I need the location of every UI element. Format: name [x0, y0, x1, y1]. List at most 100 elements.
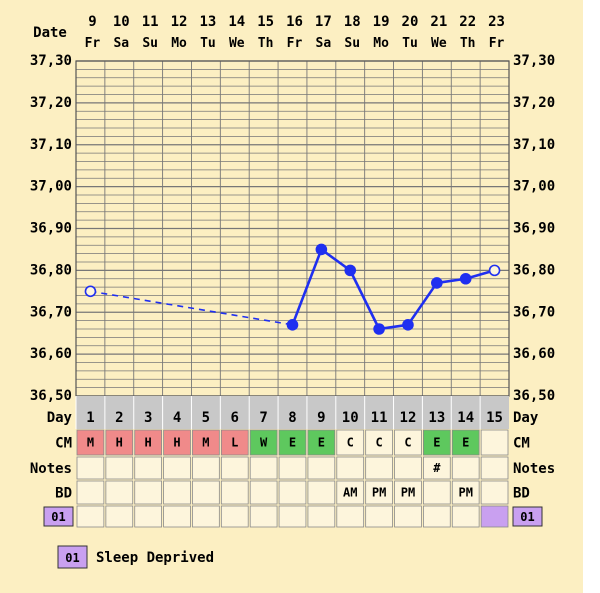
code-cell[interactable]	[105, 505, 134, 528]
y-tick-label-left: 36,90	[30, 221, 72, 237]
data-point[interactable]	[459, 272, 472, 285]
code-cell[interactable]	[192, 505, 220, 528]
cm-cell[interactable]	[220, 429, 249, 456]
bd-cell[interactable]	[192, 480, 220, 505]
date-tick-label: 16	[286, 14, 303, 30]
series-line	[320, 248, 351, 272]
code-cell[interactable]	[480, 505, 509, 528]
code-cell[interactable]	[336, 505, 365, 528]
bd-cell[interactable]	[163, 480, 191, 505]
day-label-left: Day	[47, 410, 73, 426]
code-box-right-text: 01	[520, 510, 534, 524]
notes-cell[interactable]	[105, 456, 134, 480]
bd-cell[interactable]	[451, 480, 480, 505]
weekday-tick-label: Sa	[113, 36, 129, 51]
series-line	[349, 269, 381, 330]
notes-cell[interactable]	[422, 456, 451, 480]
data-point[interactable]	[431, 277, 443, 289]
weekday-tick-label: Tu	[402, 36, 418, 51]
cm-cell[interactable]	[105, 429, 134, 456]
notes-cell[interactable]	[278, 456, 307, 480]
weekday-tick-label: Th	[460, 36, 476, 51]
day-number: 7	[259, 410, 267, 426]
cm-cell[interactable]	[134, 429, 163, 456]
notes-cell[interactable]	[336, 456, 365, 480]
bd-cell[interactable]	[422, 480, 451, 505]
temperature-chart: Date9Fr10Sa11Su12Mo13Tu14We15Th16Fr17Sa1…	[30, 14, 555, 569]
bd-cell[interactable]	[480, 480, 509, 505]
cm-cell[interactable]	[278, 429, 307, 456]
cm-cell[interactable]	[76, 429, 105, 456]
cm-cell[interactable]	[192, 429, 220, 456]
cm-value: W	[260, 436, 268, 450]
day-number: 13	[428, 410, 445, 426]
code-cell[interactable]	[134, 505, 163, 528]
code-cell[interactable]	[76, 505, 105, 528]
code-cell[interactable]	[278, 505, 307, 528]
data-point[interactable]	[315, 243, 328, 256]
date-tick-label: 23	[488, 14, 505, 30]
bd-cell[interactable]	[278, 480, 307, 505]
data-point[interactable]	[286, 319, 299, 331]
cm-value: E	[318, 436, 325, 450]
data-point[interactable]	[402, 319, 414, 331]
code-cell[interactable]	[220, 505, 249, 528]
code-cell[interactable]	[422, 505, 451, 528]
notes-cell[interactable]	[163, 456, 191, 480]
day-number: 9	[317, 410, 325, 426]
code-cell[interactable]	[249, 505, 278, 528]
y-tick-label-left: 36,50	[30, 388, 72, 404]
y-tick-label-left: 37,30	[30, 53, 72, 69]
bd-cell[interactable]	[76, 480, 105, 505]
cm-value: C	[404, 436, 411, 450]
bd-cell[interactable]	[105, 480, 134, 505]
weekday-tick-label: Mo	[373, 36, 389, 51]
notes-cell[interactable]	[365, 456, 393, 480]
cm-cell[interactable]	[480, 429, 509, 456]
cm-cell[interactable]	[365, 429, 393, 456]
cm-cell[interactable]	[336, 429, 365, 456]
notes-cell[interactable]	[220, 456, 249, 480]
bd-label-left: BD	[55, 486, 72, 502]
code-cell[interactable]	[163, 505, 191, 528]
data-point[interactable]	[373, 323, 385, 335]
date-tick-label: 15	[257, 14, 274, 30]
bd-cell[interactable]	[365, 480, 393, 505]
bd-cell[interactable]	[134, 480, 163, 505]
y-tick-label-left: 37,10	[30, 137, 72, 153]
bd-cell[interactable]	[307, 480, 336, 505]
code-cell[interactable]	[365, 505, 393, 528]
bd-cell[interactable]	[336, 480, 365, 505]
notes-cell[interactable]	[394, 456, 422, 480]
code-cell[interactable]	[451, 505, 480, 528]
notes-cell[interactable]	[249, 456, 278, 480]
notes-cell[interactable]	[480, 456, 509, 480]
data-point[interactable]	[344, 264, 357, 277]
cm-cell[interactable]	[163, 429, 191, 456]
date-tick-label: 12	[171, 14, 188, 30]
cm-cell[interactable]	[307, 429, 336, 456]
code-cell[interactable]	[307, 505, 336, 528]
notes-cell[interactable]	[192, 456, 220, 480]
bd-cell[interactable]	[249, 480, 278, 505]
day-number: 8	[288, 410, 296, 426]
data-point-open[interactable]	[84, 285, 97, 298]
notes-cell[interactable]	[451, 456, 480, 480]
date-tick-label: 18	[344, 14, 361, 30]
data-point-open[interactable]	[488, 264, 501, 277]
cm-cell[interactable]	[422, 429, 451, 456]
bd-cell[interactable]	[220, 480, 249, 505]
cm-cell[interactable]	[249, 429, 278, 456]
notes-cell[interactable]	[76, 456, 105, 480]
day-number: 1	[86, 410, 94, 426]
notes-cell[interactable]	[134, 456, 163, 480]
bd-cell[interactable]	[394, 480, 422, 505]
weekday-tick-label: Sa	[316, 36, 332, 51]
code-cell[interactable]	[394, 505, 422, 528]
legend-text: Sleep Deprived	[96, 550, 214, 566]
weekday-tick-label: Su	[142, 36, 158, 51]
y-tick-label-left: 36,80	[30, 262, 72, 278]
notes-cell[interactable]	[307, 456, 336, 480]
cm-cell[interactable]	[451, 429, 480, 456]
cm-cell[interactable]	[394, 429, 422, 456]
